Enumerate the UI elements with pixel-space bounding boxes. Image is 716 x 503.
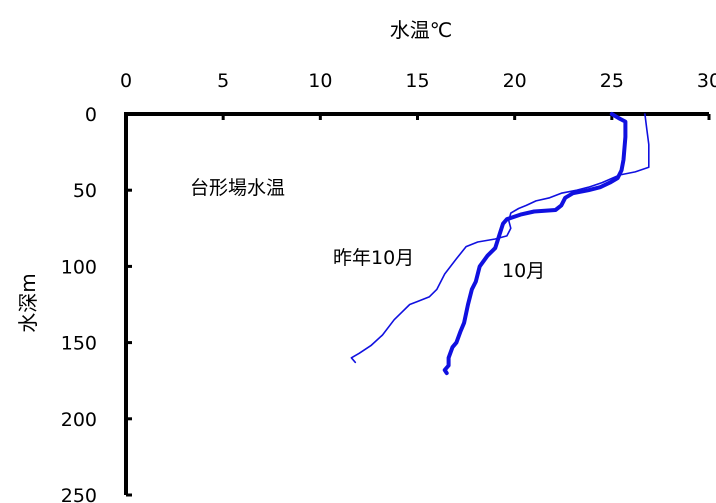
y-tick-label: 50	[73, 180, 97, 202]
y-tick-label: 200	[61, 409, 97, 431]
x-tick-label: 15	[405, 70, 429, 92]
x-tick-label: 25	[600, 70, 624, 92]
y-tick-label: 100	[61, 256, 97, 278]
plot-annotation: 台形場水温	[190, 177, 285, 199]
x-axis-title: 水温℃	[390, 18, 452, 42]
y-tick-labels: 0 50 100 150 200 250	[61, 104, 97, 503]
x-tick-label: 10	[308, 70, 332, 92]
series-label-october: 10月	[502, 260, 545, 282]
y-tick-label: 0	[85, 104, 97, 126]
series-line-0	[442, 112, 628, 376]
y-axis-title: 水深m	[16, 273, 40, 332]
y-tick-label: 150	[61, 333, 97, 355]
y-tick-label: 250	[61, 485, 97, 503]
x-tick-label: 5	[217, 70, 229, 92]
x-tick-labels: 0 5 10 15 20 25 30	[120, 70, 716, 92]
series-label-last-year: 昨年10月	[333, 247, 414, 269]
series-line-1	[350, 113, 650, 364]
x-tick-label: 0	[120, 70, 132, 92]
series-lines	[350, 112, 650, 376]
x-tick-label: 20	[503, 70, 527, 92]
x-tick-label: 30	[697, 70, 716, 92]
